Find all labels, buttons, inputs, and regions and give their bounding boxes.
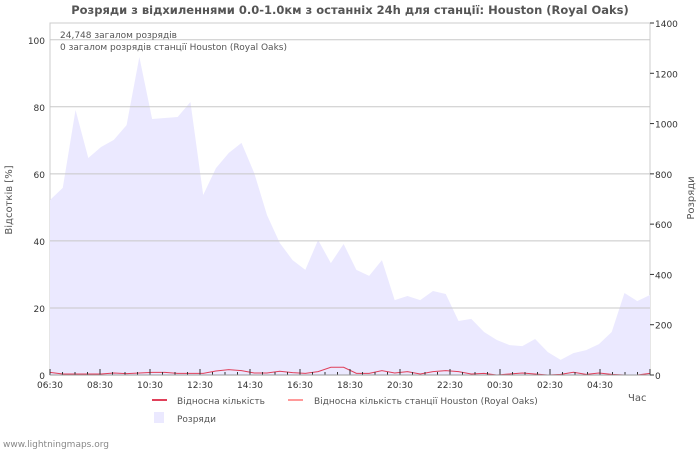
annotation-total: 24,748 загалом розрядів <box>60 31 177 41</box>
left-axis-label: Відсотків [%] <box>3 165 15 234</box>
y-right-tick-label: 0 <box>655 372 661 382</box>
y-right-tick-label: 1000 <box>655 121 678 131</box>
y-right-tick-label: 1400 <box>655 20 678 30</box>
x-tick-label: 14:30 <box>237 381 263 391</box>
x-tick-label: 22:30 <box>437 381 463 391</box>
y-left-tick-label: 80 <box>34 104 46 114</box>
x-tick-label: 02:30 <box>537 381 563 391</box>
x-tick-label: 04:30 <box>587 381 613 391</box>
x-tick-label: 12:30 <box>187 381 213 391</box>
x-tick-label: 06:30 <box>37 381 63 391</box>
y-left-tick-label: 20 <box>34 305 46 315</box>
x-tick-label: 08:30 <box>87 381 113 391</box>
x-tick-label: 20:30 <box>387 381 413 391</box>
footer-link[interactable]: www.lightningmaps.org <box>3 440 109 450</box>
legend-swatch-strikes <box>154 412 164 423</box>
legend-strikes[interactable]: Розряди <box>177 415 216 425</box>
x-tick-label: 18:30 <box>337 381 363 391</box>
y-left-tick-label: 60 <box>34 171 46 181</box>
y-left-tick-label: 40 <box>34 238 46 248</box>
y-right-tick-label: 800 <box>655 171 672 181</box>
legend-station[interactable]: Відносна кількість станції Houston (Roya… <box>314 397 538 407</box>
y-right-tick-label: 200 <box>655 322 672 332</box>
right-axis-label: Розряди <box>686 176 697 219</box>
x-axis-label: Час <box>628 393 646 404</box>
legend-relative[interactable]: Відносна кількість <box>177 397 265 407</box>
y-left-tick-label: 100 <box>28 37 45 47</box>
x-tick-label: 10:30 <box>137 381 163 391</box>
x-tick-label: 16:30 <box>287 381 313 391</box>
y-right-tick-label: 600 <box>655 221 672 231</box>
y-right-tick-label: 1200 <box>655 70 678 80</box>
y-right-tick-label: 400 <box>655 271 672 281</box>
strikes-area <box>50 56 650 375</box>
annotation-station: 0 загалом розрядів станції Houston (Roya… <box>60 43 287 53</box>
y-left-tick-label: 0 <box>39 372 45 382</box>
x-tick-label: 00:30 <box>487 381 513 391</box>
chart-title: Розряди з відхиленнями 0.0-1.0км з остан… <box>71 3 629 17</box>
